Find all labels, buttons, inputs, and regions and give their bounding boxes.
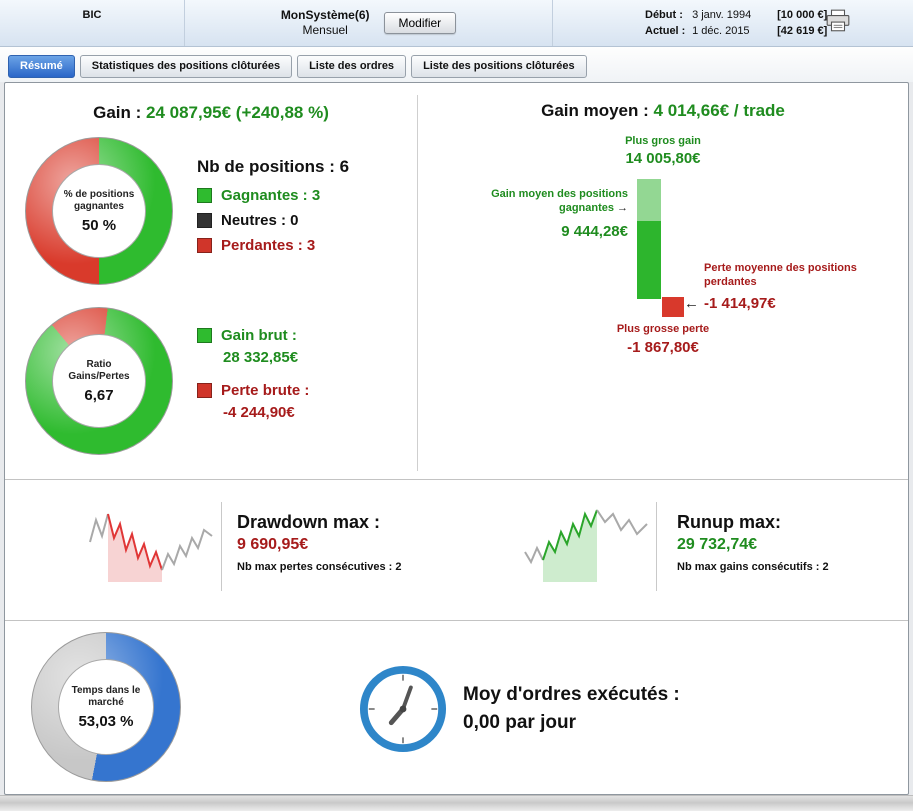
top-header: BIC MonSystème(6) Mensuel Modifier Début… [0,0,913,47]
avg-title-label: Gain moyen : [541,101,649,120]
orders-value: 0,00 par jour [463,712,576,733]
gross-legend: Gain brut : 28 332,85€ Perte brute : -4 … [197,307,309,455]
drawdown-chart [86,502,222,591]
average-win-label-text: Gain moyen des positions gagnantes [491,188,628,214]
win-percentage-label: % de positions gagnantes [63,188,135,213]
drawdown-note: Nb max pertes consécutives : 2 [237,561,402,573]
tab-resume[interactable]: Résumé [8,55,75,78]
start-date-line: Début : 3 janv. 1994 [10 000 €] [645,7,913,23]
win-percentage-donut: % de positions gagnantes 50 % [25,137,173,285]
time-in-market-center: Temps dans le marché 53,03 % [58,659,154,755]
gross-loss-value: -4 244,90€ [223,404,295,421]
gross-gain-line: Gain brut : [197,327,309,344]
runup-note: Nb max gains consécutifs : 2 [677,561,829,573]
average-win-label: Gain moyen des positions gagnantes → [456,187,628,215]
arrow-right-icon: → [617,202,628,214]
average-loss-value-line: ← -1 414,97€ [684,295,776,312]
bottom-section: Temps dans le marché 53,03 % Moy d'or [5,621,908,794]
ratio-donut-center: Ratio Gains/Pertes 6,67 [52,334,146,428]
red-square-icon [197,383,212,398]
tab-bar: Résumé Statistiques des positions clôtur… [0,47,913,82]
time-in-market-label: Temps dans le marché [71,684,141,709]
ratio-donut: Ratio Gains/Pertes 6,67 [25,307,173,455]
vertical-divider [417,95,418,471]
biggest-gain-label: Plus gros gain [625,135,701,147]
start-label: Début : [645,9,683,21]
current-date: 1 déc. 2015 [692,25,750,37]
gross-gain-label: Gain brut : [221,327,297,344]
gain-title-label: Gain : [93,103,142,122]
start-capital: [10 000 €] [777,9,828,21]
average-gain-bar [637,221,661,299]
system-period: Mensuel [302,23,348,37]
gain-title-value: 24 087,95€ (+240,88 %) [146,103,329,122]
modify-button[interactable]: Modifier [383,12,457,34]
legend-label: Neutres : 0 [221,212,299,229]
time-in-market-donut: Temps dans le marché 53,03 % [31,632,181,782]
orders-label: Moy d'ordres exécutés : [463,684,680,705]
win-percentage-donut-center: % de positions gagnantes 50 % [52,164,146,258]
legend-item-gagnantes: Gagnantes : 3 [197,187,349,204]
avg-title-value: 4 014,66€ / trade [653,101,785,120]
biggest-gain-bar [637,179,661,221]
average-loss-label: Perte moyenne des positions perdantes [704,262,857,288]
average-win-value: 9 444,28€ [561,223,628,240]
start-date: 3 janv. 1994 [692,9,752,21]
current-label: Actuel : [645,25,686,37]
biggest-loss-value: -1 867,80€ [627,339,699,356]
gain-title: Gain : 24 087,95€ (+240,88 %) [5,103,417,123]
portfolio-name: BIC [0,0,185,46]
runup-value: 29 732,74€ [677,536,758,553]
drawdown-runup-section: Drawdown max : 9 690,95€ Nb max pertes c… [5,480,908,620]
current-capital: [42 619 €] [777,25,828,37]
printer-icon[interactable] [825,9,851,35]
horizontal-divider [5,479,908,480]
legend-label: Perdantes : 3 [221,237,316,254]
gross-gain-value: 28 332,85€ [223,349,299,366]
ratio-label: Ratio Gains/Pertes [68,358,130,383]
tab-statistiques-positions-cloturees[interactable]: Statistiques des positions clôturées [79,55,293,78]
gain-section: Gain : 24 087,95€ (+240,88 %) % de posit… [5,83,908,479]
legend-item-neutres: Neutres : 0 [197,212,349,229]
legend-label: Gagnantes : 3 [221,187,321,204]
red-square-icon [197,238,212,253]
dark-square-icon [197,213,212,228]
dates-block: Début : 3 janv. 1994 [10 000 €] Actuel :… [553,0,913,46]
tab-liste-des-ordres[interactable]: Liste des ordres [297,55,407,78]
biggest-gain-value: 14 005,80€ [625,150,701,167]
gross-loss-line: Perte brute : [197,382,309,399]
arrow-left-icon: ← [684,295,699,312]
clock-icon [359,665,447,753]
average-gain-title: Gain moyen : 4 014,66€ / trade [418,101,908,121]
green-square-icon [197,188,212,203]
average-gain-column: Gain moyen : 4 014,66€ / trade Plus gros… [418,83,908,479]
average-loss-bar [662,297,684,317]
win-percentage-value: 50 % [81,216,117,234]
drawdown-value: 9 690,95€ [237,536,309,553]
positions-count: Nb de positions : 6 [197,157,350,176]
drawdown-text: Drawdown max : 9 690,95€ Nb max pertes c… [237,512,401,573]
runup-text: Runup max: 29 732,74€ Nb max gains consé… [677,512,829,573]
system-block: MonSystème(6) Mensuel Modifier [185,0,553,46]
horizontal-divider [5,620,908,621]
runup-chart [521,502,657,591]
legend-item-perdantes: Perdantes : 3 [197,237,349,254]
average-loss-value: -1 414,97€ [704,295,776,312]
biggest-loss-label: Plus grosse perte [616,323,710,335]
time-in-market-value: 53,03 % [78,712,134,730]
bottom-strip [0,795,913,811]
orders-per-day: Moy d'ordres exécutés : 0,00 par jour [463,681,680,737]
gross-loss-label: Perte brute : [221,382,310,399]
system-name: MonSystème(6) [280,8,370,22]
summary-panel: Gain : 24 087,95€ (+240,88 %) % de posit… [4,82,909,795]
drawdown-label: Drawdown max : [237,512,381,532]
tab-liste-positions-cloturees[interactable]: Liste des positions clôturées [411,55,587,78]
positions-legend: Nb de positions : 6 Gagnantes : 3 Neutre… [197,137,349,285]
ratio-value: 6,67 [84,386,114,404]
current-date-line: Actuel : 1 déc. 2015 [42 619 €] [645,23,913,39]
gain-column: Gain : 24 087,95€ (+240,88 %) % de posit… [5,83,417,479]
green-square-icon [197,328,212,343]
runup-label: Runup max: [677,512,782,532]
